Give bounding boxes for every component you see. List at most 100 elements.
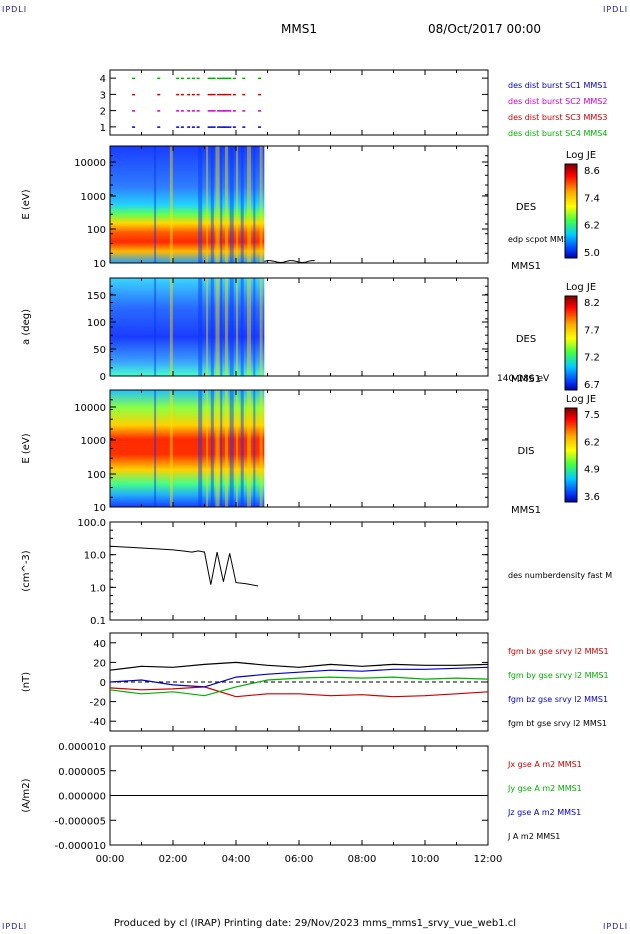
burst-mark xyxy=(132,77,136,80)
bfield-ytick-label: 0 xyxy=(100,678,106,689)
xaxis-tick-label: 12:00 xyxy=(474,854,503,865)
burst-mark xyxy=(187,110,191,112)
des_pitch-streak xyxy=(169,278,173,376)
burst-mark xyxy=(207,126,216,128)
burst-ytick-label: 2 xyxy=(100,107,106,118)
des_energy-ytick-label: 1000 xyxy=(81,192,106,203)
burst-legend-2: des dist burst SC2 MMS2 xyxy=(508,97,607,106)
current-ytick-label: -0.000005 xyxy=(55,816,106,827)
des-scpot-overlay-line xyxy=(264,260,315,264)
burst-mark xyxy=(207,93,216,96)
des_energy-streak xyxy=(206,146,209,263)
current-legend-1: Jx gse A m2 MMS1 xyxy=(507,760,582,769)
burst-mark xyxy=(187,77,191,80)
des_pitch-range-label: 140-186 eV xyxy=(497,374,550,384)
dis_energy-ytick-label: 10 xyxy=(93,503,106,514)
bfield-ylabel: (nT) xyxy=(21,672,32,692)
des_energy-colorbar-title: Log JE xyxy=(566,150,596,161)
xaxis-tick-label: 00:00 xyxy=(96,854,125,865)
current-ytick-label: 0.000005 xyxy=(58,767,106,778)
burst-mark xyxy=(176,77,180,80)
current-legend-4: J A m2 MMS1 xyxy=(507,832,560,841)
current-legend-3: Jz gse A m2 MMS1 xyxy=(507,808,581,817)
dis_energy-streak xyxy=(198,390,203,507)
dis_energy-colorbar xyxy=(564,407,578,503)
density-ylabel: (cm^-3) xyxy=(21,550,32,591)
des_energy-streak xyxy=(247,146,252,263)
des_energy-streak xyxy=(229,146,234,263)
des_energy-colorbar-tick: 5.0 xyxy=(584,248,600,259)
dis_energy-streak xyxy=(259,390,263,507)
des_energy-label: DES xyxy=(516,202,536,213)
corner-label-bottom-right: IPDLI xyxy=(603,922,629,931)
density-series-line xyxy=(109,545,259,587)
burst-mark xyxy=(207,110,216,112)
des_energy-streak xyxy=(154,146,157,263)
des_pitch-spectrogram xyxy=(110,278,265,376)
des_pitch-colorbar xyxy=(564,295,578,391)
des_pitch-streak xyxy=(154,278,157,376)
burst-mark xyxy=(258,126,262,128)
burst-mark xyxy=(232,93,236,96)
burst-mark xyxy=(180,77,184,80)
des_energy-ylabel: E (eV) xyxy=(21,189,32,219)
des_energy-colorbar-tick: 7.4 xyxy=(584,193,600,204)
spacecraft-title: MMS1 xyxy=(281,22,317,36)
burst-mark xyxy=(196,126,200,128)
burst-frame xyxy=(109,69,489,136)
des_pitch-label: DES xyxy=(516,334,536,345)
footer-text: Produced by cl (IRAP) Printing date: 29/… xyxy=(113,918,517,929)
burst-mark xyxy=(132,110,136,112)
burst-mark xyxy=(232,77,236,80)
des_energy-colorbar-tick: 8.6 xyxy=(584,166,600,177)
dis_energy-colorbar-tick: 6.2 xyxy=(584,437,600,448)
xaxis-tick-label: 08:00 xyxy=(348,854,377,865)
burst-legend-4: des dist burst SC4 MMS4 xyxy=(508,129,607,138)
burst-mark xyxy=(242,110,246,112)
dis_energy-streak xyxy=(240,390,244,507)
des_pitch-ytick-label: 150 xyxy=(87,291,106,302)
current-legend-2: Jy gse A m2 MMS1 xyxy=(507,784,582,793)
burst-mark xyxy=(223,110,232,112)
burst-mark xyxy=(217,126,226,128)
burst-mark xyxy=(132,126,136,128)
dis_energy-streak xyxy=(229,390,234,507)
des_pitch-colorbar-tick: 7.7 xyxy=(584,325,600,336)
dis_energy-streak xyxy=(247,390,252,507)
dis_energy-streak xyxy=(236,390,238,507)
des_pitch-streak xyxy=(198,278,203,376)
xaxis-tick-label: 06:00 xyxy=(285,854,314,865)
date-title: 08/Oct/2017 00:00 xyxy=(428,22,542,36)
dis_energy-ytick-label: 1000 xyxy=(81,436,106,447)
dis_energy-ytick-label: 100 xyxy=(87,470,106,481)
des_pitch-colorbar-tick: 7.2 xyxy=(584,353,600,364)
burst-mark xyxy=(196,77,200,80)
burst-mark xyxy=(157,77,161,80)
bfield-series-line xyxy=(109,661,489,671)
dis_energy-streak xyxy=(169,390,173,507)
burst-mark xyxy=(242,77,246,80)
dis_energy-streak xyxy=(210,390,214,507)
des_energy-ytick-label: 100 xyxy=(87,225,106,236)
dis_energy-streak xyxy=(253,390,256,507)
burst-mark xyxy=(187,93,191,96)
dis_energy-colorbar-title: Log JE xyxy=(566,394,596,405)
des_energy-sub-label: MMS1 xyxy=(511,261,541,272)
bfield-ytick-label: 40 xyxy=(93,639,106,650)
bfield-series-line xyxy=(109,666,489,688)
dis_energy-streak xyxy=(224,390,228,507)
des_pitch-colorbar-tick: 8.2 xyxy=(584,298,600,309)
dis_energy-streak xyxy=(215,390,220,507)
burst-mark xyxy=(258,110,262,112)
burst-mark xyxy=(191,110,195,112)
dis_energy-spectrogram xyxy=(110,390,265,507)
burst-mark xyxy=(232,110,236,112)
corner-label-top-right: IPDLI xyxy=(603,5,629,14)
bfield-ytick-label: 20 xyxy=(93,658,106,669)
des_pitch-ytick-label: 100 xyxy=(87,318,106,329)
dis_energy-ytick-label: 10000 xyxy=(74,403,106,414)
burst-mark xyxy=(157,126,161,128)
des_pitch-streak xyxy=(206,278,209,376)
burst-mark xyxy=(232,126,236,128)
burst-mark xyxy=(217,93,226,96)
